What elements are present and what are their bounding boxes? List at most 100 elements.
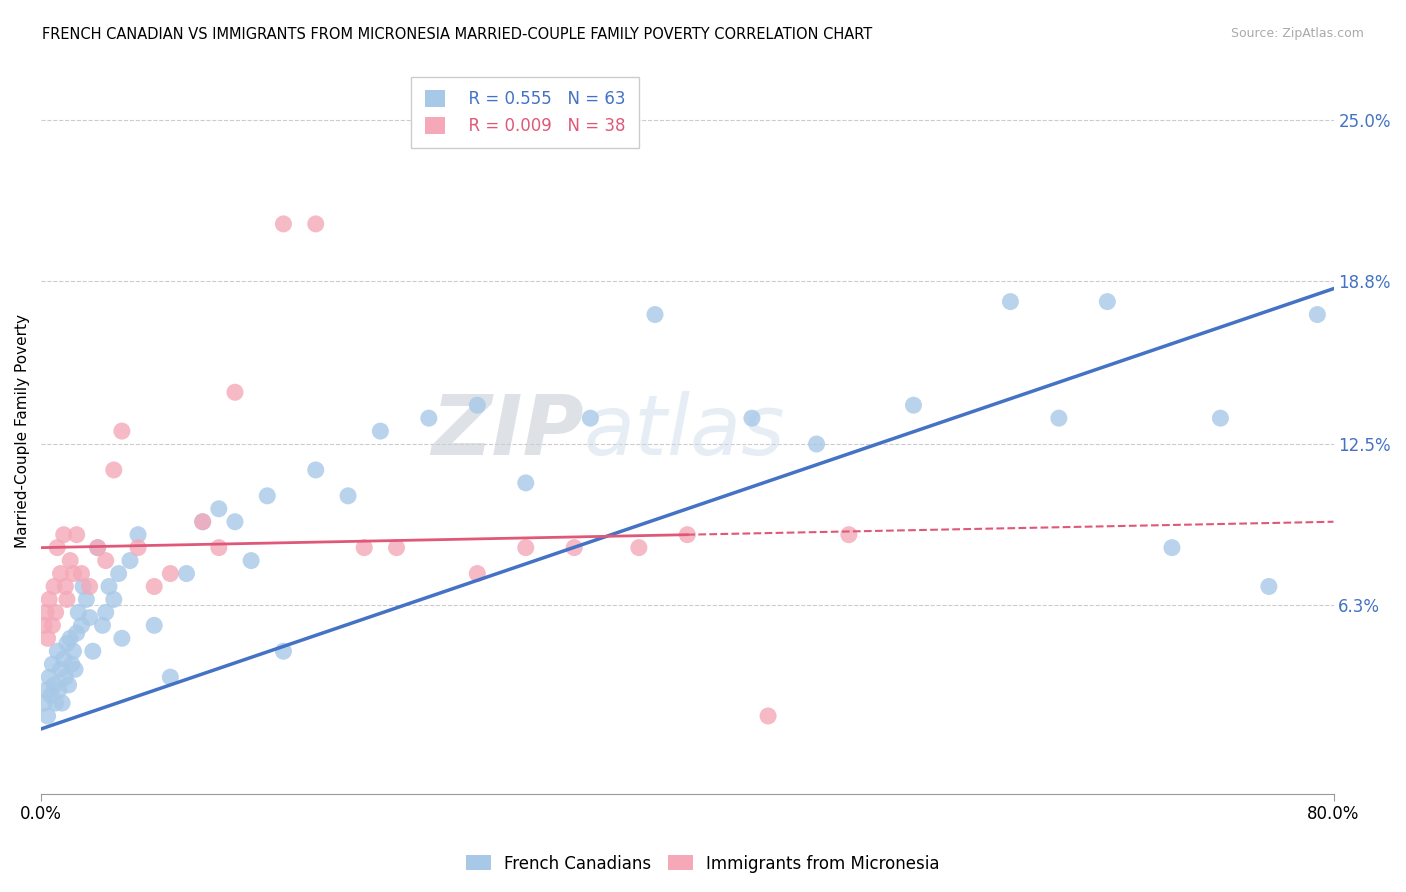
Point bbox=[70, 566, 93, 581]
Point bbox=[191, 515, 214, 529]
Point bbox=[53, 670, 76, 684]
Point bbox=[82, 644, 104, 658]
Point bbox=[191, 515, 214, 529]
Point bbox=[59, 632, 82, 646]
Point bbox=[240, 553, 263, 567]
Point bbox=[305, 217, 328, 231]
Point bbox=[370, 424, 392, 438]
Point bbox=[208, 541, 231, 555]
Point bbox=[62, 566, 84, 581]
Text: atlas: atlas bbox=[583, 391, 786, 472]
Point bbox=[75, 592, 97, 607]
Point bbox=[224, 385, 246, 400]
Point bbox=[41, 618, 63, 632]
Point bbox=[838, 527, 860, 541]
Point bbox=[127, 527, 149, 541]
Point bbox=[42, 579, 65, 593]
Point bbox=[676, 527, 699, 541]
Point bbox=[38, 592, 60, 607]
Point bbox=[143, 618, 166, 632]
Point bbox=[41, 657, 63, 672]
Point bbox=[49, 566, 72, 581]
Point bbox=[62, 644, 84, 658]
Point bbox=[418, 411, 440, 425]
Point bbox=[51, 696, 73, 710]
Point bbox=[305, 463, 328, 477]
Point bbox=[1257, 579, 1279, 593]
Point bbox=[385, 541, 408, 555]
Point bbox=[903, 398, 925, 412]
Point bbox=[224, 515, 246, 529]
Point bbox=[35, 683, 58, 698]
Point bbox=[515, 541, 537, 555]
Point bbox=[34, 696, 56, 710]
Point bbox=[35, 606, 58, 620]
Point bbox=[1047, 411, 1070, 425]
Point bbox=[70, 618, 93, 632]
Y-axis label: Married-Couple Family Poverty: Married-Couple Family Poverty bbox=[15, 314, 30, 548]
Point bbox=[86, 541, 108, 555]
Point bbox=[46, 644, 69, 658]
Text: Source: ZipAtlas.com: Source: ZipAtlas.com bbox=[1230, 27, 1364, 40]
Point bbox=[60, 657, 83, 672]
Point bbox=[741, 411, 763, 425]
Point bbox=[67, 606, 90, 620]
Point bbox=[159, 566, 181, 581]
Point bbox=[127, 541, 149, 555]
Point bbox=[806, 437, 828, 451]
Point bbox=[66, 626, 89, 640]
Point bbox=[337, 489, 360, 503]
Point bbox=[58, 678, 80, 692]
Point bbox=[273, 217, 295, 231]
Point bbox=[86, 541, 108, 555]
Legend: French Canadians, Immigrants from Micronesia: French Canadians, Immigrants from Micron… bbox=[460, 848, 946, 880]
Point bbox=[66, 527, 89, 541]
Point bbox=[1097, 294, 1119, 309]
Point bbox=[1306, 308, 1329, 322]
Point bbox=[465, 398, 488, 412]
Point bbox=[579, 411, 602, 425]
Point bbox=[63, 662, 86, 676]
Point bbox=[45, 606, 67, 620]
Point bbox=[353, 541, 375, 555]
Point bbox=[756, 709, 779, 723]
Point bbox=[94, 606, 117, 620]
Point bbox=[111, 424, 134, 438]
Point bbox=[143, 579, 166, 593]
Point bbox=[34, 618, 56, 632]
Point bbox=[644, 308, 666, 322]
Point bbox=[208, 501, 231, 516]
Point bbox=[107, 566, 129, 581]
Point bbox=[1161, 541, 1184, 555]
Point bbox=[38, 670, 60, 684]
Point bbox=[97, 579, 120, 593]
Point bbox=[1000, 294, 1022, 309]
Point bbox=[52, 527, 75, 541]
Point bbox=[176, 566, 198, 581]
Point bbox=[256, 489, 278, 503]
Point bbox=[56, 636, 79, 650]
Point bbox=[52, 652, 75, 666]
Point bbox=[53, 579, 76, 593]
Point bbox=[48, 683, 70, 698]
Point bbox=[45, 696, 67, 710]
Point bbox=[273, 644, 295, 658]
Point bbox=[72, 579, 94, 593]
Point bbox=[37, 632, 59, 646]
Point bbox=[46, 541, 69, 555]
Text: FRENCH CANADIAN VS IMMIGRANTS FROM MICRONESIA MARRIED-COUPLE FAMILY POVERTY CORR: FRENCH CANADIAN VS IMMIGRANTS FROM MICRO… bbox=[42, 27, 873, 42]
Text: ZIP: ZIP bbox=[432, 391, 583, 472]
Point bbox=[79, 579, 101, 593]
Point bbox=[37, 709, 59, 723]
Point bbox=[118, 553, 141, 567]
Point bbox=[49, 662, 72, 676]
Point bbox=[39, 688, 62, 702]
Point bbox=[465, 566, 488, 581]
Point bbox=[1209, 411, 1232, 425]
Point bbox=[159, 670, 181, 684]
Point bbox=[111, 632, 134, 646]
Point bbox=[562, 541, 585, 555]
Point bbox=[42, 678, 65, 692]
Legend:   R = 0.555   N = 63,   R = 0.009   N = 38: R = 0.555 N = 63, R = 0.009 N = 38 bbox=[412, 77, 638, 148]
Point bbox=[103, 463, 125, 477]
